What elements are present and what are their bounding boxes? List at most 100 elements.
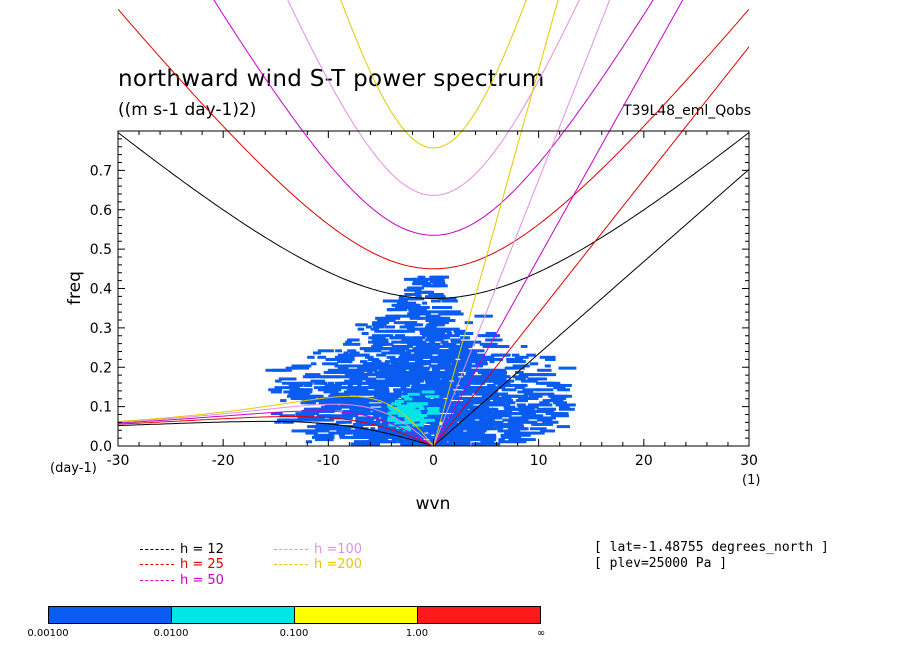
power-cell bbox=[411, 277, 426, 281]
power-cell bbox=[465, 427, 476, 431]
power-cell bbox=[465, 386, 486, 390]
power-cell bbox=[398, 297, 420, 301]
power-cell-high bbox=[387, 404, 393, 408]
power-cell bbox=[545, 412, 563, 416]
power-cell bbox=[539, 401, 550, 405]
power-cell bbox=[421, 351, 440, 355]
power-cell bbox=[413, 399, 420, 403]
power-cell bbox=[437, 390, 452, 394]
power-cell bbox=[517, 438, 536, 442]
power-cell bbox=[443, 310, 461, 314]
power-cell-high bbox=[426, 411, 441, 415]
power-cell bbox=[493, 409, 513, 413]
power-cell bbox=[391, 303, 404, 307]
power-cell bbox=[424, 403, 443, 407]
power-cell bbox=[369, 381, 383, 385]
power-cell bbox=[385, 325, 396, 329]
power-cell bbox=[366, 370, 373, 374]
y-tick-label: 0.0 bbox=[90, 439, 112, 455]
power-cell bbox=[533, 392, 555, 396]
kelvin-curve bbox=[433, 169, 749, 446]
power-cell bbox=[556, 425, 570, 429]
power-cell bbox=[522, 388, 540, 392]
power-cell bbox=[477, 334, 497, 338]
power-cell bbox=[431, 375, 449, 379]
power-cell bbox=[504, 375, 511, 379]
power-cell bbox=[413, 364, 424, 368]
power-cell bbox=[400, 353, 418, 357]
inertia-gravity-curve bbox=[118, 8, 749, 270]
power-cell bbox=[527, 377, 541, 381]
power-cell bbox=[452, 435, 465, 439]
power-cell bbox=[455, 392, 473, 396]
power-cell bbox=[520, 407, 531, 411]
power-cell bbox=[368, 336, 385, 340]
rossby-curve bbox=[118, 403, 434, 446]
power-cell bbox=[365, 420, 381, 424]
colorbar-segment-3 bbox=[294, 606, 418, 624]
power-cell bbox=[436, 373, 446, 377]
power-cell bbox=[337, 353, 357, 357]
power-cell bbox=[445, 386, 452, 390]
power-cell bbox=[325, 399, 346, 403]
rossby-curve bbox=[118, 420, 434, 446]
power-cell bbox=[510, 431, 530, 435]
power-cell bbox=[406, 286, 419, 290]
power-cell bbox=[464, 355, 475, 359]
power-cell bbox=[378, 422, 393, 426]
power-cell bbox=[297, 416, 312, 420]
power-cell bbox=[379, 336, 386, 340]
power-cell bbox=[451, 364, 472, 368]
power-cell bbox=[372, 362, 378, 366]
power-cell bbox=[375, 375, 384, 379]
power-cell bbox=[381, 401, 394, 405]
power-cell bbox=[332, 396, 350, 400]
power-cell bbox=[503, 405, 516, 409]
power-cell bbox=[285, 366, 297, 370]
power-cell bbox=[541, 373, 557, 377]
power-cell bbox=[383, 370, 389, 374]
power-cell bbox=[358, 435, 368, 439]
power-cell bbox=[378, 318, 384, 322]
power-cell bbox=[310, 399, 322, 403]
power-cell bbox=[347, 405, 362, 409]
power-cell bbox=[372, 399, 383, 403]
power-cell bbox=[442, 379, 450, 383]
power-cell bbox=[349, 377, 363, 381]
power-cell bbox=[387, 433, 398, 437]
power-cell bbox=[369, 442, 378, 446]
power-cell bbox=[415, 295, 422, 299]
power-cell bbox=[385, 329, 403, 333]
power-cell bbox=[459, 351, 465, 355]
power-cell bbox=[492, 416, 498, 420]
x-tick-label: 10 bbox=[530, 453, 548, 469]
power-cell bbox=[508, 416, 528, 420]
power-cell bbox=[444, 383, 449, 387]
power-cell bbox=[453, 427, 463, 431]
y-units-label: (day-1) bbox=[50, 461, 97, 476]
power-cell bbox=[460, 379, 477, 383]
power-cell bbox=[355, 386, 368, 390]
legend-swatch bbox=[140, 549, 174, 550]
power-cell-high bbox=[409, 421, 415, 425]
power-cell bbox=[528, 394, 543, 398]
power-cell bbox=[375, 442, 380, 446]
power-cell bbox=[303, 412, 320, 416]
power-cell bbox=[369, 381, 376, 385]
power-cell bbox=[466, 370, 476, 374]
power-cell bbox=[525, 420, 538, 424]
power-cell bbox=[405, 388, 410, 392]
power-cell bbox=[404, 305, 424, 309]
power-cell bbox=[370, 431, 380, 435]
power-cell bbox=[454, 331, 474, 335]
power-cell bbox=[542, 422, 554, 426]
power-cell bbox=[396, 431, 413, 435]
power-cell bbox=[405, 340, 425, 344]
dispersion-curves-above bbox=[118, 0, 749, 446]
power-cell bbox=[412, 292, 422, 296]
power-cell bbox=[468, 399, 476, 403]
power-cell bbox=[374, 433, 390, 437]
power-cell bbox=[328, 431, 334, 435]
power-cell bbox=[358, 431, 371, 435]
power-cell bbox=[519, 425, 524, 429]
